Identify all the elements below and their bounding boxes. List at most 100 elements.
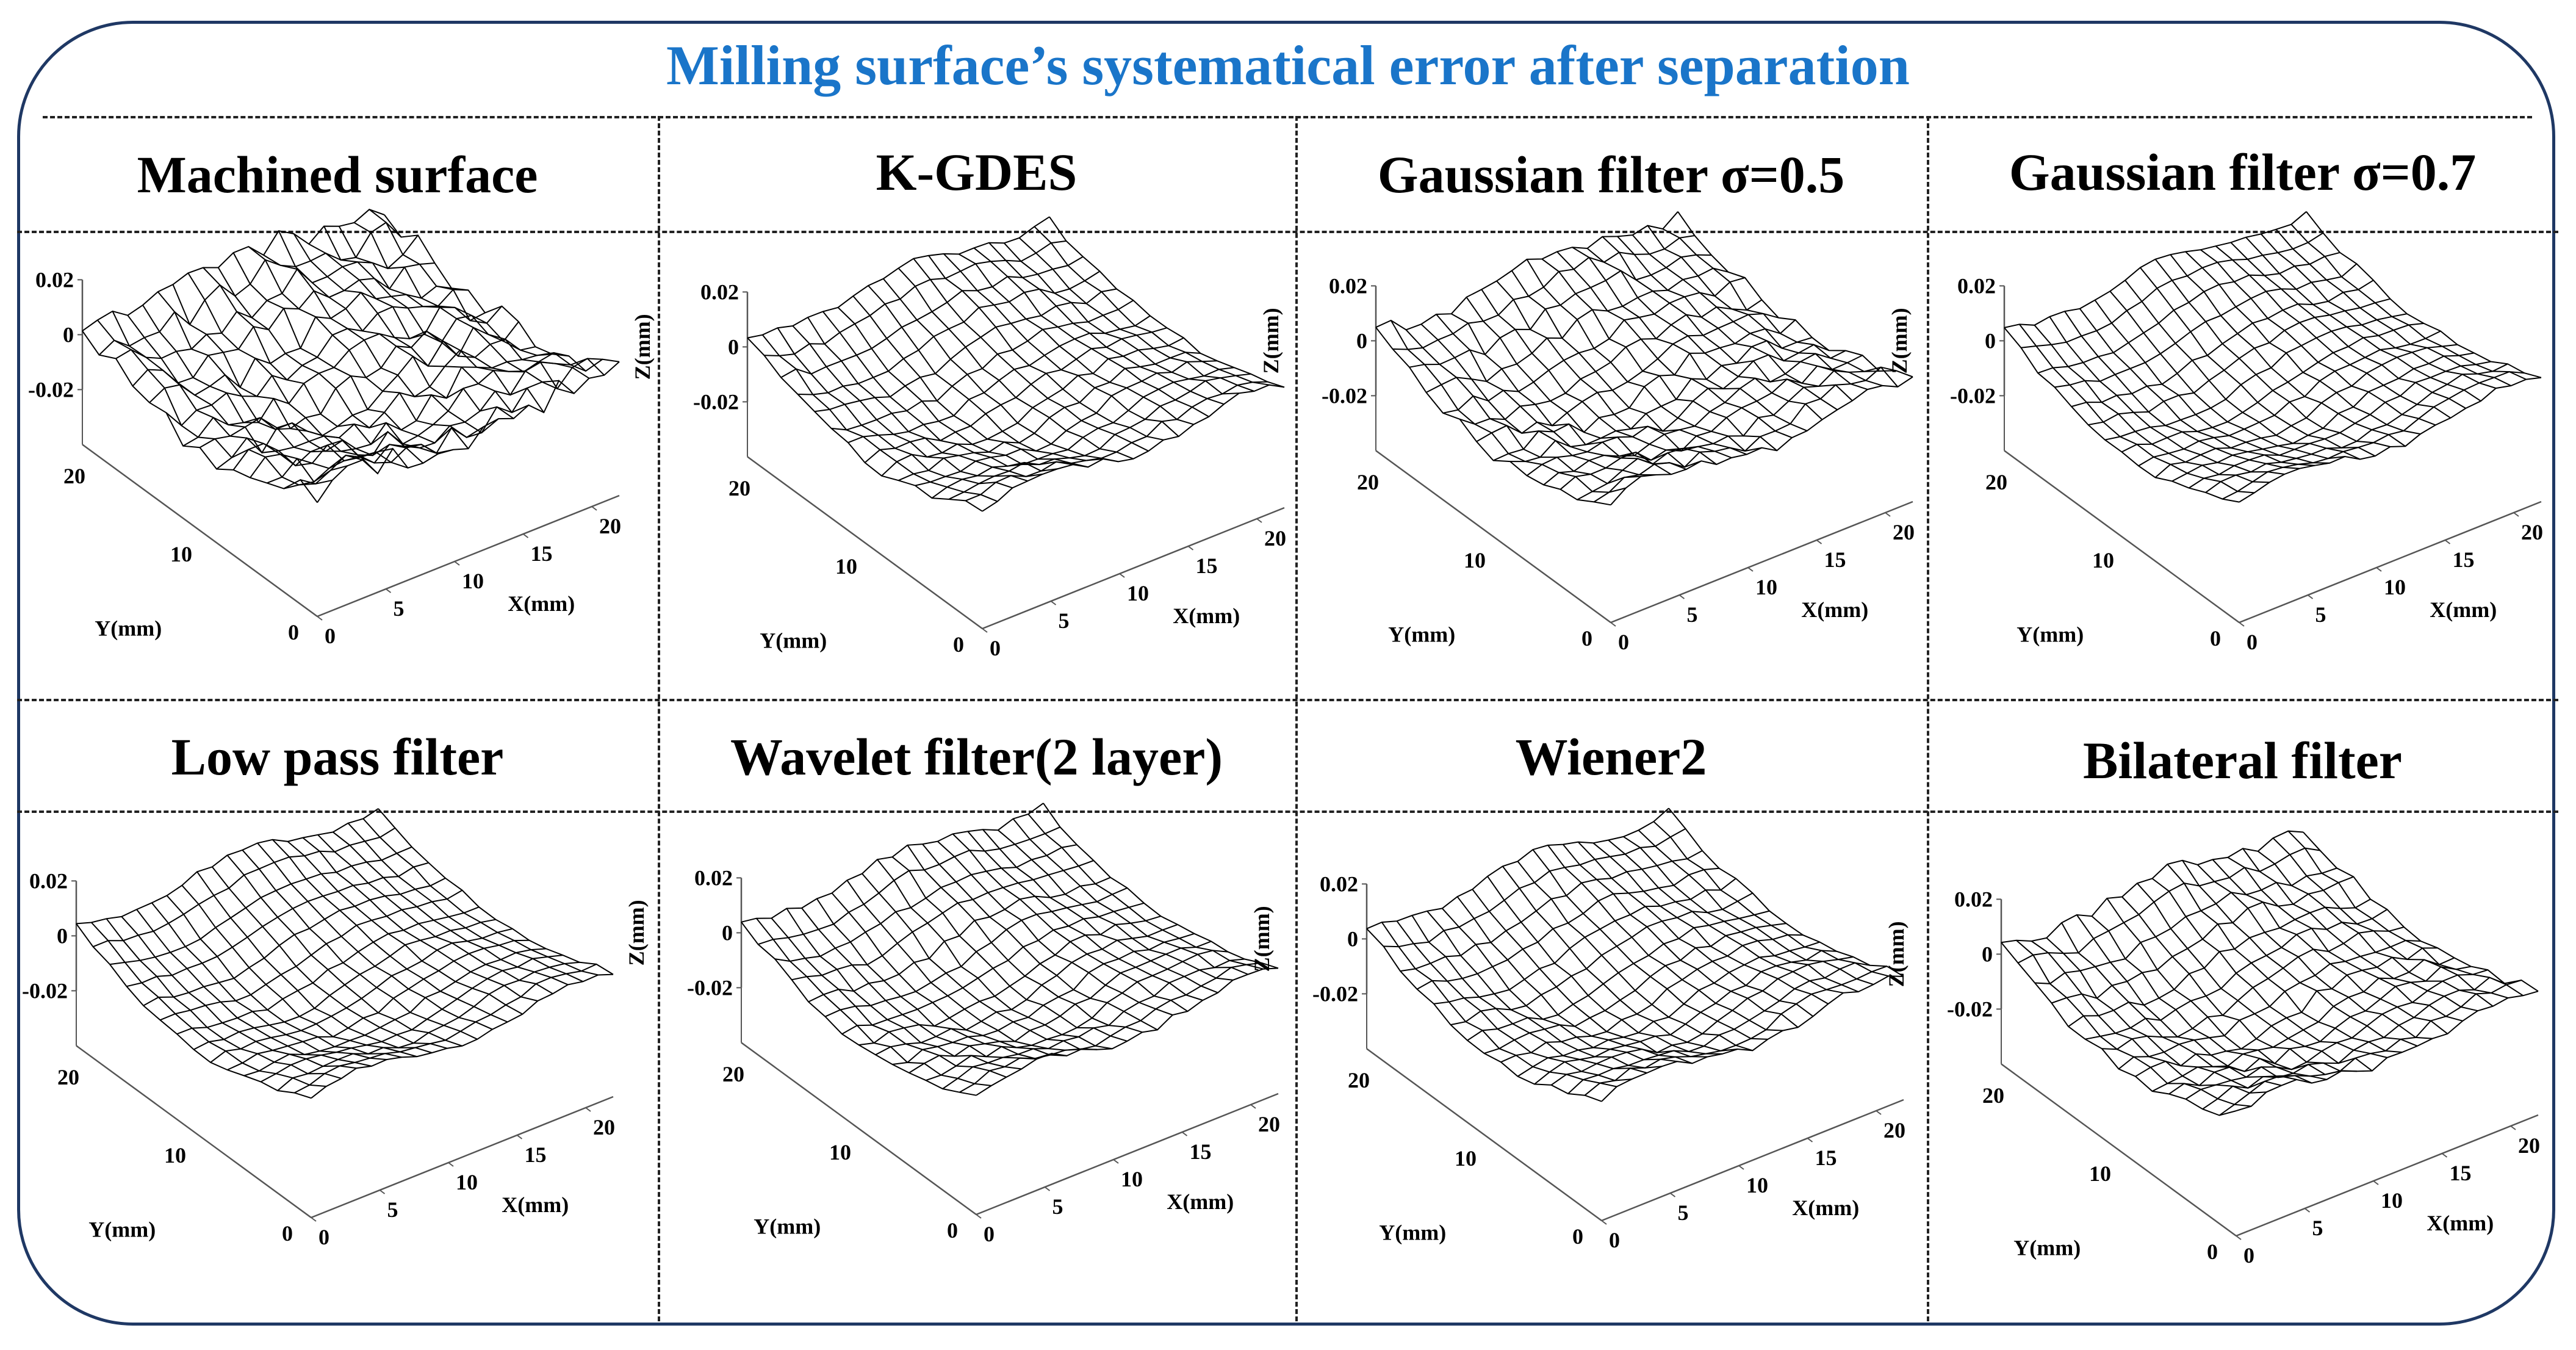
x-tick (2373, 1180, 2379, 1185)
y-axis-line (1366, 1048, 1602, 1222)
y-axis-line (1375, 450, 1611, 624)
mesh-line-y (1043, 803, 1279, 969)
mesh-line-y (1563, 843, 1799, 1028)
x-tick (1885, 512, 1891, 517)
x-axis-label: X(mm) (508, 591, 575, 616)
mesh-line-y (1647, 225, 1883, 386)
mesh-line-y (106, 918, 342, 1080)
x-tick (516, 1135, 523, 1139)
x-tick-label: 20 (1893, 520, 1915, 544)
mesh-line-y (91, 922, 326, 1087)
z-tick-label: 0 (722, 920, 733, 945)
mesh-line-y (1541, 258, 1777, 452)
y-axis-label: Y(mm) (1379, 1220, 1446, 1244)
mesh-line-y (786, 908, 1022, 1070)
x-tick (379, 1189, 386, 1194)
mesh-line-x (1577, 370, 1880, 500)
x-tick-label: 0 (2247, 630, 2258, 654)
mesh-line-x (1550, 956, 1854, 1086)
mesh-line-y (157, 291, 394, 458)
mesh-line-x (747, 216, 1050, 339)
mesh-line-x (1375, 211, 1678, 331)
z-tick-label: 0.02 (29, 868, 68, 893)
mesh-line-y (1511, 270, 1747, 455)
mesh-line-y (166, 895, 402, 1058)
mesh-line-y (2061, 922, 2297, 1080)
x-tick-label: 5 (1678, 1200, 1689, 1225)
mesh-line-y (807, 317, 1043, 477)
z-tick-label: 0 (1982, 942, 1993, 966)
panel-title-5: Low pass filter (171, 727, 504, 786)
y-axis-label: Y(mm) (754, 1214, 821, 1238)
x-tick-label: 15 (2453, 547, 2475, 572)
mesh-line-y (2154, 259, 2391, 447)
mesh-line-y (2091, 915, 2327, 1080)
mesh-line-y (771, 917, 1007, 1078)
mesh-line-y (2290, 224, 2527, 380)
mesh-line-y (142, 305, 378, 474)
z-axis-label: Z(mm) (624, 900, 649, 966)
mesh-line-y (2049, 316, 2285, 475)
z-tick-label: 0.02 (35, 267, 74, 292)
y-tick-label: 0 (953, 632, 964, 657)
mesh-line-x (892, 933, 1195, 1065)
mesh-line-y (226, 854, 462, 1047)
mesh-line-y (1517, 861, 1753, 1052)
z-tick-label: 0.02 (1957, 273, 1996, 298)
x-tick-label: 10 (1755, 575, 1777, 599)
mesh-line-y (2170, 254, 2406, 447)
y-axis-line (76, 1045, 312, 1219)
figure-frame (17, 21, 2555, 1326)
mesh-line-y (1466, 297, 1702, 468)
mesh-line-y (2094, 300, 2330, 464)
mesh-line-y (898, 267, 1134, 460)
y-tick-label: 0 (288, 620, 299, 644)
mesh-line-y (1481, 289, 1717, 465)
mesh-line-x (797, 270, 1101, 395)
mesh-line-y (1487, 876, 1723, 1055)
mesh-line-x (959, 962, 1262, 1093)
y-tick-label: 0 (947, 1218, 958, 1243)
mesh-line-y (928, 255, 1164, 441)
mesh-line-x (2205, 363, 2508, 493)
x-tick-label: 5 (2312, 1216, 2323, 1240)
x-tick-label: 0 (2243, 1243, 2254, 1268)
x-tick-label: 10 (1746, 1173, 1768, 1197)
mesh-line-x (931, 367, 1234, 499)
y-axis-label: Y(mm) (760, 628, 827, 652)
z-tick-label: 0.02 (1329, 273, 1367, 298)
x-tick-label: 20 (2521, 520, 2543, 544)
mesh-line-y (988, 242, 1225, 405)
mesh-line-y (1602, 236, 1838, 411)
x-tick-label: 10 (456, 1170, 478, 1194)
x-tick (591, 506, 597, 511)
x-tick (1113, 1159, 1119, 1164)
mesh-line-y (922, 843, 1158, 1031)
mesh-line-y (1381, 922, 1617, 1088)
mesh-line-y (196, 871, 433, 1053)
mesh-line-y (1442, 908, 1677, 1063)
mesh-line-x (132, 262, 435, 387)
mesh-line-y (2121, 896, 2358, 1072)
x-axis-label: X(mm) (2430, 597, 2497, 622)
divider-middle (17, 699, 2558, 701)
mesh-line-y (2227, 857, 2463, 1022)
mesh-line-y (362, 818, 599, 976)
mesh-line-y (2275, 229, 2511, 386)
x-tick (385, 588, 392, 593)
panel-title-1: Machined surface (137, 145, 538, 204)
z-tick-label: 0 (1347, 926, 1358, 951)
mesh-line-y (76, 923, 312, 1099)
mesh-line-y (2306, 211, 2542, 378)
mesh-line-x (875, 923, 1178, 1056)
x-tick (1119, 573, 1125, 578)
mesh-line-y (877, 859, 1112, 1050)
mesh-line-y (2106, 898, 2342, 1075)
y-axis-line (2004, 450, 2240, 624)
mesh-line-y (801, 908, 1037, 1060)
mesh-line-x (294, 963, 597, 1094)
mesh-line-y (1004, 242, 1239, 395)
x-tick (2513, 512, 2519, 517)
mesh-line-y (127, 315, 363, 469)
